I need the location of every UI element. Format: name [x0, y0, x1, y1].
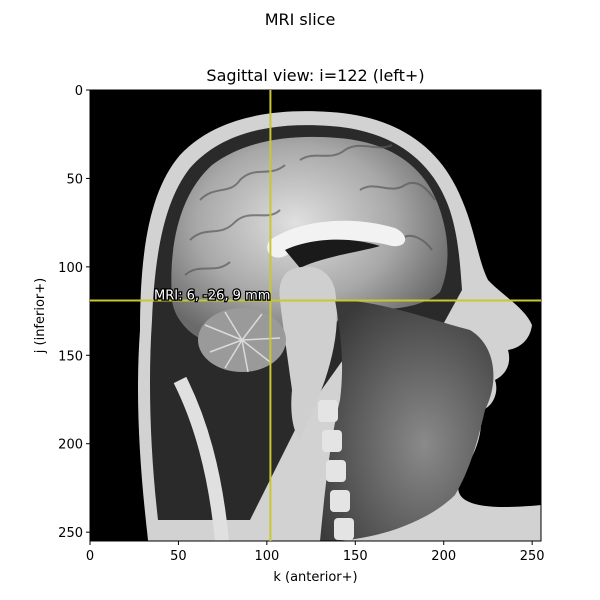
axes-frame — [89, 89, 542, 542]
cerebellum-folia — [204, 311, 281, 373]
neck-outline — [173, 376, 229, 541]
mri-image — [90, 90, 541, 541]
x-tick-label: 250 — [520, 549, 545, 564]
x-tick-label: 0 — [86, 549, 94, 564]
x-tick-label: 200 — [431, 549, 456, 564]
y-tick-label: 0 — [75, 84, 83, 99]
figure-title: MRI slice — [264, 10, 336, 29]
x-axis-ticks: 0 50 100 150 200 250 — [86, 541, 545, 564]
x-tick-label: 100 — [254, 549, 279, 564]
x-axis-label: k (anterior+) — [273, 570, 357, 585]
crosshair-annotation: MRI: 6, -26, 9 mm — [154, 288, 270, 303]
brainstem — [279, 266, 337, 440]
y-tick-label: 200 — [58, 438, 83, 453]
gyri-texture — [184, 144, 436, 276]
y-tick-label: 250 — [58, 526, 83, 541]
x-tick-label: 50 — [170, 549, 187, 564]
corpus-callosum — [267, 220, 406, 258]
y-tick-label: 150 — [58, 349, 83, 364]
y-tick-label: 50 — [66, 172, 83, 187]
spine — [318, 400, 354, 540]
y-tick-label: 100 — [58, 261, 83, 276]
y-axis-ticks: 0 50 100 150 200 250 — [58, 84, 90, 541]
ventricle — [285, 239, 380, 268]
axes-title: Sagittal view: i=122 (left+) — [206, 66, 425, 85]
x-tick-label: 150 — [343, 549, 368, 564]
face-tissue — [320, 300, 494, 541]
y-axis-label: j (inferior+) — [33, 278, 48, 354]
